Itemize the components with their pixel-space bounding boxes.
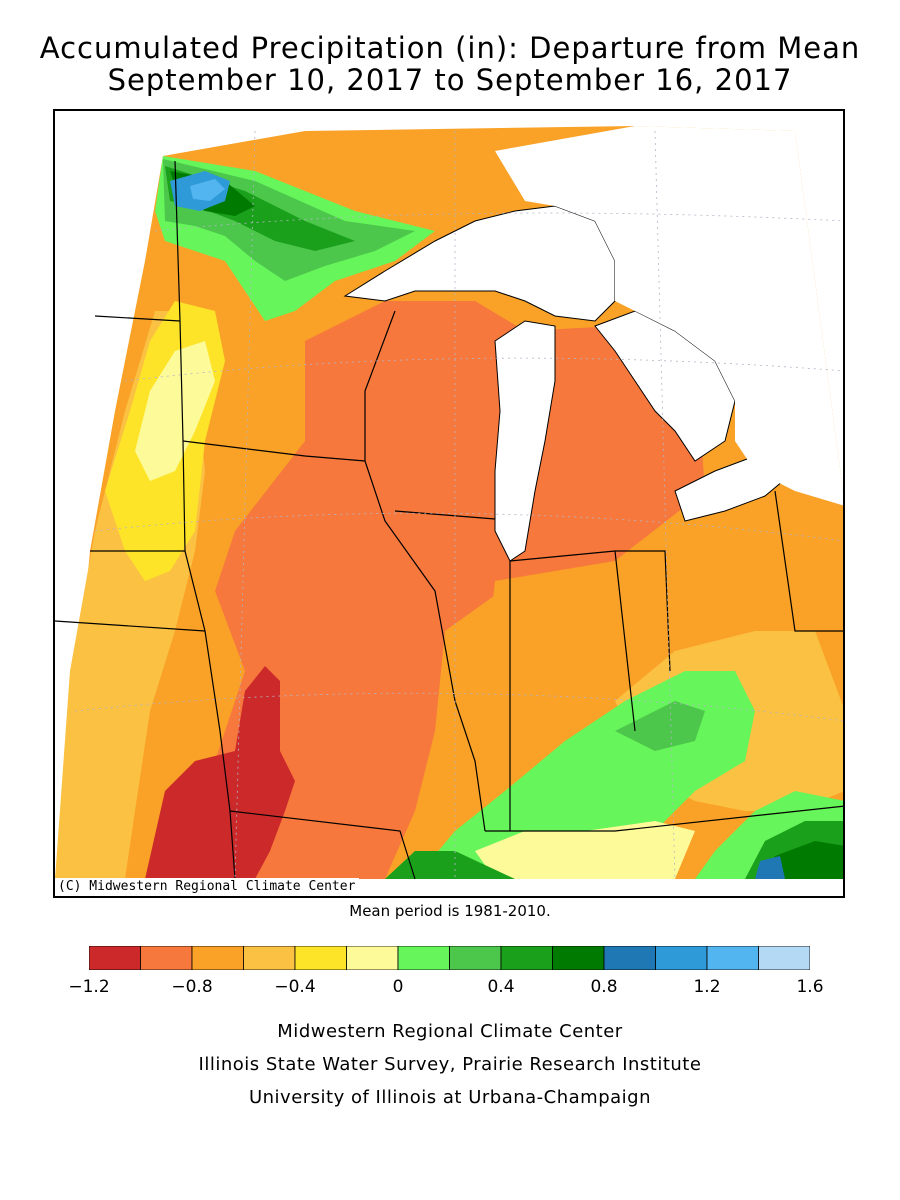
ontario-canada <box>495 126 843 506</box>
legend-bin <box>243 946 296 970</box>
state-borders <box>55 160 843 880</box>
lake-huron <box>594 310 736 462</box>
legend-tick-label: −0.8 <box>171 977 213 997</box>
credit-line-3: University of Illinois at Urbana-Champai… <box>248 1087 652 1108</box>
legend-bin <box>191 946 244 970</box>
legend-tick-label: 1.2 <box>693 977 721 997</box>
legend-bin <box>397 946 450 970</box>
contour-green2-se <box>615 701 705 751</box>
copyright-label: (C) Midwestern Regional Climate Center <box>55 878 360 896</box>
legend-bin <box>140 946 193 970</box>
legend-bin <box>655 946 708 970</box>
map-title: Accumulated Precipitation (in): Departur… <box>39 31 861 65</box>
contour-blue-se <box>755 856 785 879</box>
legend-bin <box>346 946 399 970</box>
graticule <box>74 130 843 880</box>
contour-minus-0.7-east <box>475 491 843 771</box>
legend-bin <box>294 946 347 970</box>
legend-bin <box>500 946 553 970</box>
contour-pale-west <box>135 341 215 481</box>
legend-bin <box>603 946 656 970</box>
contour-green-south <box>385 851 515 879</box>
credit-line-2: Illinois State Water Survey, Prairie Res… <box>198 1054 702 1075</box>
legend-bin <box>449 946 502 970</box>
legend-bin <box>706 946 759 970</box>
legend-bin <box>552 946 605 970</box>
legend-tick-label: −0.4 <box>274 977 316 997</box>
credit-line-1: Midwestern Regional Climate Center <box>277 1021 623 1042</box>
color-legend <box>89 946 810 970</box>
legend-tick-label: −1.2 <box>68 977 110 997</box>
contour-pale-se <box>475 821 695 879</box>
contour-lightblue-nw <box>190 179 225 201</box>
legend-tick-label: 0.4 <box>487 977 515 997</box>
precipitation-map <box>53 109 845 898</box>
legend-bin <box>89 946 141 970</box>
lake-michigan <box>494 320 556 562</box>
map-date-range: September 10, 2017 to September 16, 2017 <box>107 63 793 97</box>
contour-red-sw <box>145 666 295 879</box>
legend-tick-label: 0.8 <box>590 977 618 997</box>
contour-minus-0.9-center <box>205 301 705 879</box>
legend-tick-label: 0 <box>392 977 404 997</box>
mean-period-note: Mean period is 1981-2010. <box>349 902 551 920</box>
legend-tick-label: 1.6 <box>796 977 824 997</box>
legend-bin <box>758 946 810 970</box>
